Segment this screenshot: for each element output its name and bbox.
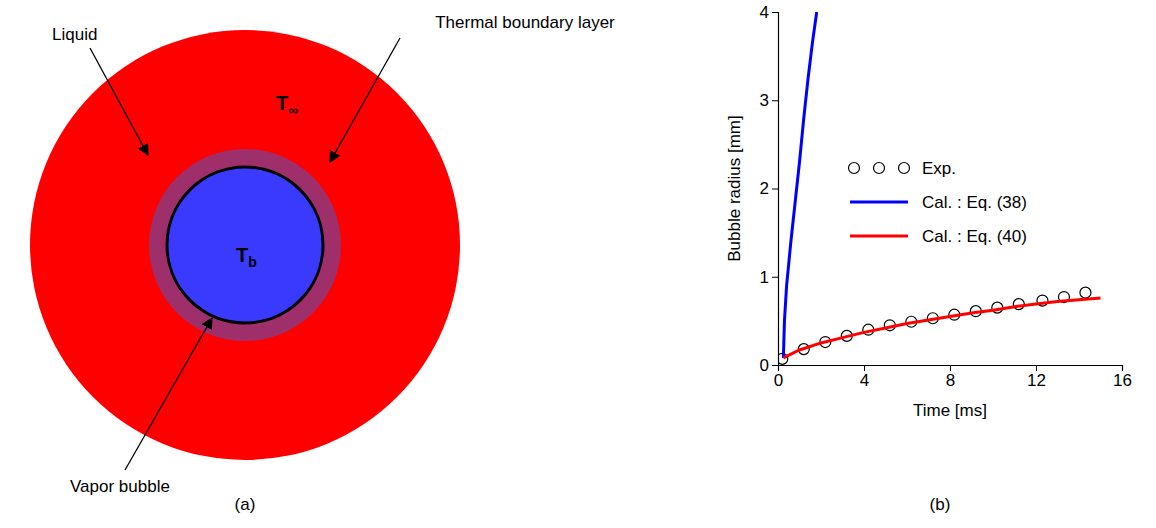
liquid-label: Liquid [52,25,97,44]
y-tick-mark [772,100,778,101]
y-tick-mark [772,365,778,366]
legend-symbol [850,235,908,238]
x-axis-title: Time [ms] [913,401,987,420]
data-line [783,12,816,358]
x-tick: 8 [946,365,955,390]
x-tick: 16 [1113,365,1132,390]
panel-label: (a) [235,495,256,514]
y-axis-title: Bubble radius [mm] [725,115,744,261]
legend-label: Exp. [922,159,956,178]
x-tick-label: 12 [1027,371,1046,390]
thermal-boundary-layer [149,149,341,341]
y-axis: 0 1 2 3 4 [760,3,779,375]
y-tick-label: 4 [760,3,769,22]
bubble-arrow [125,318,212,470]
y-tick: 1 [760,268,778,287]
y-tick-label: 3 [760,91,769,110]
x-tick-label: 8 [946,371,955,390]
legend-symbol [899,163,910,174]
data-point [1080,287,1091,298]
liquid-arrow [90,48,148,155]
boundary-layer-arrow [330,38,400,162]
figure: T∞ Tb Liquid Thermal boundary layer Vapor bu… [0,0,1156,528]
y-tick: 3 [760,91,778,110]
legend-label: Cal. : Eq. (40) [922,227,1027,246]
diagram-panel: T∞ Tb Liquid Thermal boundary layer Vapor bu… [30,13,615,514]
legend-label: Cal. : Eq. (38) [922,193,1027,212]
plot-area [778,12,1101,364]
liquid-temperature: T∞ [276,92,298,118]
x-tick-label: 16 [1113,371,1132,390]
y-axis-line [772,13,779,366]
vapor-bubble [167,167,323,323]
x-tick: 4 [860,365,869,390]
y-tick-mark [772,277,778,278]
y-tick-mark [772,12,778,13]
x-tick-label: 0 [774,371,783,390]
liquid-region [30,30,460,460]
y-tick-label: 2 [760,179,769,198]
x-tick: 0 [774,365,783,390]
x-axis: 0 4 8 12 16 [774,365,1132,390]
legend-symbol [849,163,860,174]
x-tick: 12 [1027,365,1046,390]
y-tick-label: 1 [760,268,769,287]
y-tick: 0 [760,356,778,375]
panel-label: (b) [930,495,951,514]
y-tick-label: 0 [760,356,769,375]
bubble-temperature: Tb [236,244,257,270]
legend-symbol [850,201,908,204]
chart-panel: 048121601234Time [ms]Bubble radius [mm](… [725,3,1132,514]
boundary-layer-label: Thermal boundary layer [435,13,615,32]
legend-symbol [874,163,885,174]
y-tick: 2 [760,179,778,198]
y-tick-mark [772,189,778,190]
x-tick-label: 4 [860,371,869,390]
legend: Exp. Cal. : Eq. (38) Cal. : Eq. (40) [849,159,1027,246]
y-tick: 4 [760,3,778,22]
data-line [783,298,1100,358]
bubble-label: Vapor bubble [70,477,170,496]
